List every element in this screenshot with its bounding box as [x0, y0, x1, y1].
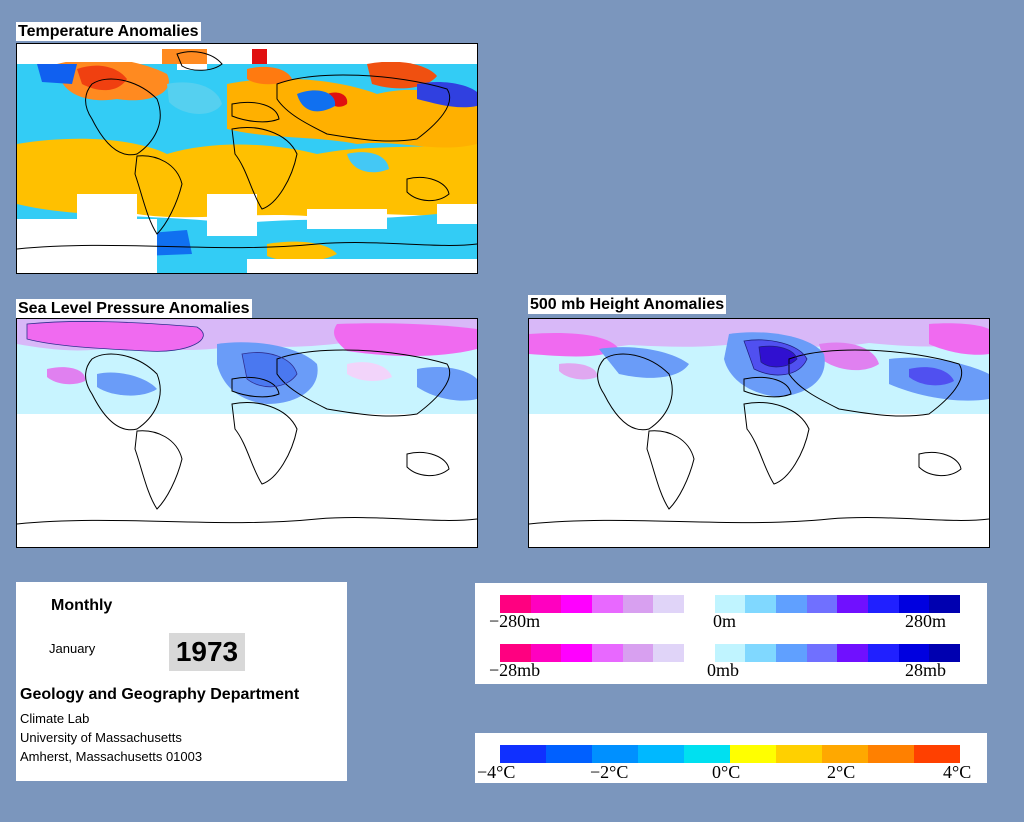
temp-scale-swatch	[638, 745, 684, 763]
slp-scale-swatch	[561, 644, 593, 662]
height-scale-min-label: −280m	[489, 611, 541, 631]
temp-scale-swatch	[546, 745, 592, 763]
height-scale-swatch	[776, 595, 807, 613]
temp-scale-swatch	[592, 745, 638, 763]
height-scale-swatch	[684, 595, 715, 613]
year-label: 1973	[169, 633, 245, 671]
slp-scale-swatch	[592, 644, 623, 662]
slp-scale-swatch	[806, 644, 838, 662]
slp-scale-swatch	[776, 644, 807, 662]
slp-scale-swatch	[653, 644, 685, 662]
temp-scale-swatch	[868, 745, 914, 763]
slp-map-title: Sea Level Pressure Anomalies	[16, 299, 252, 318]
sea-level-pressure-anomaly-map	[16, 318, 478, 548]
temp-scale-swatch	[914, 745, 960, 763]
slp-scale-swatch	[745, 644, 777, 662]
temp-scale-label-neg4: −4°C	[477, 762, 516, 782]
temp-scale-label-2: 2°C	[827, 762, 856, 782]
temperature-map-title: Temperature Anomalies	[16, 22, 201, 41]
height-scale-swatch	[592, 595, 623, 613]
height-scale-swatch	[837, 595, 869, 613]
temp-scale-swatch	[684, 745, 730, 763]
height-scale-swatch	[806, 595, 838, 613]
temperature-color-scale	[500, 745, 960, 763]
height-scale-swatch	[745, 595, 777, 613]
height-scale-swatch	[929, 595, 961, 613]
slp-scale-swatch	[929, 644, 961, 662]
height-scale-swatch	[500, 595, 531, 613]
temperature-legend: −4°C −2°C 0°C 2°C 4°C	[475, 733, 987, 783]
slp-scale-swatch	[898, 644, 930, 662]
temp-scale-label-neg2: −2°C	[590, 762, 629, 782]
height-scale-swatch	[530, 595, 562, 613]
info-panel: Monthly January 1973 Geology and Geograp…	[16, 582, 347, 781]
height-scale-swatch	[622, 595, 654, 613]
slp-color-scale	[500, 644, 961, 662]
slp-scale-swatch	[714, 644, 746, 662]
height-map-title: 500 mb Height Anomalies	[528, 295, 727, 314]
slp-scale-max-label: 28mb	[905, 660, 947, 680]
temp-scale-swatch	[500, 745, 546, 763]
height-scale-swatch	[898, 595, 930, 613]
university-label: University of Massachusetts	[20, 730, 182, 745]
slp-scale-swatch	[837, 644, 869, 662]
temp-scale-label-0: 0°C	[712, 762, 741, 782]
department-label: Geology and Geography Department	[20, 686, 300, 703]
500mb-height-anomaly-map	[528, 318, 990, 548]
slp-scale-min-label: −28mb	[489, 660, 541, 680]
height-color-scale	[500, 595, 961, 613]
slp-scale-swatch	[500, 644, 531, 662]
height-scale-zero-label: 0m	[713, 611, 737, 631]
slp-scale-swatch	[622, 644, 654, 662]
temp-scale-swatch	[776, 745, 822, 763]
height-scale-swatch	[653, 595, 685, 613]
height-scale-swatch	[868, 595, 899, 613]
slp-scale-zero-label: 0mb	[707, 660, 740, 680]
height-scale-swatch	[714, 595, 746, 613]
address-label: Amherst, Massachusetts 01003	[20, 749, 203, 764]
slp-scale-swatch	[684, 644, 715, 662]
temp-scale-label-4: 4°C	[943, 762, 972, 782]
lab-label: Climate Lab	[20, 711, 90, 726]
temp-scale-swatch	[730, 745, 776, 763]
slp-scale-swatch	[868, 644, 899, 662]
height-scale-swatch	[561, 595, 593, 613]
month-label: January	[49, 641, 96, 656]
temperature-anomaly-map	[16, 43, 478, 274]
period-label: Monthly	[51, 597, 113, 614]
temp-scale-swatch	[822, 745, 868, 763]
height-scale-max-label: 280m	[905, 611, 947, 631]
slp-scale-swatch	[530, 644, 562, 662]
pressure-height-legend: −280m 0m 280m −28mb 0mb 28mb	[475, 583, 987, 684]
